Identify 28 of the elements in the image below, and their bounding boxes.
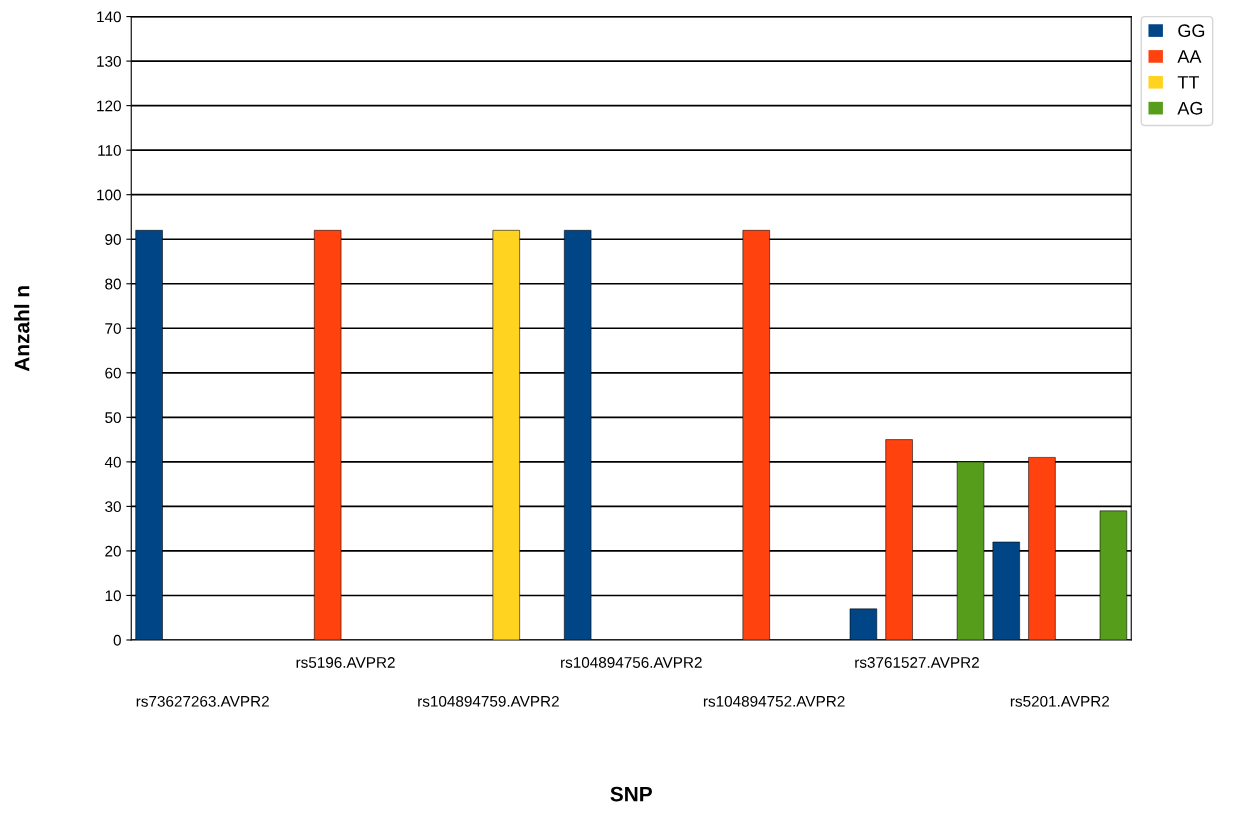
y-tick-label: 80: [105, 278, 121, 290]
y-tick-label: 120: [97, 100, 121, 112]
y-tick-label: 40: [104, 456, 121, 468]
y-tick-label: 100: [97, 189, 121, 201]
y-tick-label: 130: [97, 55, 121, 67]
y-tick-label: 90: [105, 234, 121, 245]
x-tick-label: rs104894752.AVPR2: [703, 695, 845, 707]
y-tick-label: 10: [105, 590, 121, 602]
legend-label: GG: [1178, 24, 1205, 38]
legend-label: AA: [1177, 50, 1202, 63]
x-axis-title: SNP: [610, 786, 652, 802]
y-tick-label: 140: [97, 11, 121, 23]
y-tick-label: 50: [105, 412, 121, 424]
y-tick-label: 20: [105, 545, 121, 557]
x-tick-label: rs104894759.AVPR2: [418, 695, 559, 707]
x-tick-label: rs104894756.AVPR2: [561, 657, 702, 668]
legend-label: TT: [1177, 76, 1200, 89]
y-axis-title: Anzahl n: [14, 286, 30, 372]
x-tick-label: rs3761527.AVPR2: [855, 657, 979, 668]
y-tick-label: 60: [105, 367, 121, 379]
y-tick-label: 0: [113, 634, 121, 646]
x-tick-label: rs73627263.AVPR2: [136, 695, 269, 707]
legend-label: AG: [1177, 101, 1203, 115]
x-tick-label: rs5196.AVPR2: [296, 657, 395, 668]
y-tick-label: 70: [105, 323, 121, 334]
y-tick-label: 110: [98, 145, 121, 156]
y-tick-label: 30: [105, 501, 121, 513]
x-tick-label: rs5201.AVPR2: [1010, 695, 1110, 707]
